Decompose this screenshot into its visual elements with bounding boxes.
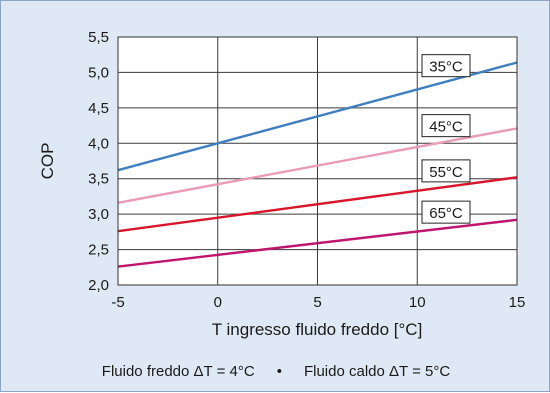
y-axis-label: COP — [38, 143, 57, 180]
y-tick-label: 3,5 — [88, 171, 109, 188]
x-tick-label: 0 — [214, 294, 222, 311]
y-tick-label: 2,5 — [88, 242, 109, 259]
y-tick-label: 3,0 — [88, 206, 109, 223]
series-label: 45°C — [421, 114, 471, 138]
caption-hot-fluid: Fluido caldo ΔT = 5°C — [303, 363, 451, 380]
series-label-box — [421, 114, 471, 138]
y-tick-label: 2,0 — [88, 277, 109, 294]
y-tick-label: 5,5 — [88, 29, 109, 46]
caption-separator: • — [276, 363, 282, 380]
x-axis-label: T ingresso fluido freddo [°C] — [212, 320, 423, 339]
y-tick-label: 5,0 — [88, 64, 109, 81]
series-label-text: 55°C — [429, 164, 463, 181]
caption-cold-fluid: Fluido freddo ΔT = 4°C — [101, 363, 255, 380]
series-line — [117, 176, 518, 233]
series-line — [117, 127, 518, 204]
series-label-text: 65°C — [429, 205, 463, 222]
series-label-text: 45°C — [429, 119, 463, 136]
caption: Fluido freddo ΔT = 4°C • Fluido caldo ΔT =… — [1, 363, 550, 380]
x-tick-label: 15 — [509, 294, 526, 311]
plot-border — [117, 36, 518, 286]
x-tick-label: 10 — [409, 294, 426, 311]
y-tick-label: 4,0 — [88, 135, 109, 152]
x-tick-label: 5 — [313, 294, 321, 311]
series-label-box — [421, 200, 471, 224]
series-label-text: 35°C — [429, 59, 463, 76]
x-tick-label: -5 — [111, 294, 124, 311]
series-line — [117, 218, 518, 268]
series-label-box — [421, 54, 471, 78]
series-line — [117, 61, 518, 172]
series-label-box — [421, 159, 471, 183]
series-label: 35°C — [421, 54, 471, 78]
series-label: 65°C — [421, 200, 471, 224]
series-label: 55°C — [421, 159, 471, 183]
y-tick-label: 4,5 — [88, 100, 109, 117]
